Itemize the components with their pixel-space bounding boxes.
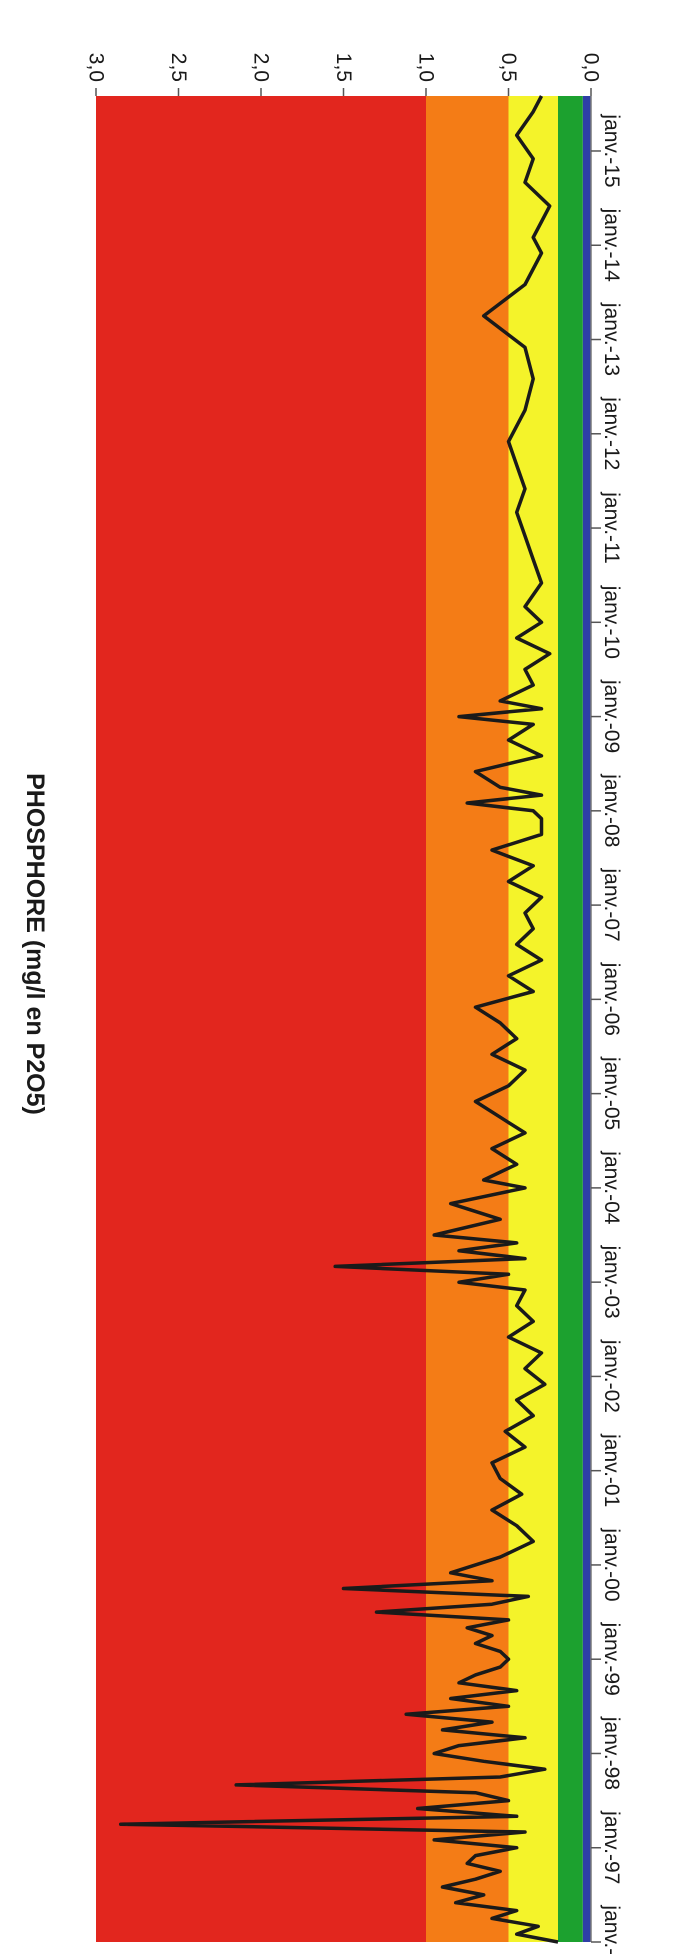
x-tick-label-wrap: janv.-98 (600, 1716, 623, 1790)
y-tick-label: 3,0 (85, 53, 108, 82)
x-tick-label-wrap: janv.-02 (600, 1339, 623, 1413)
x-tick-label: janv.-06 (600, 962, 623, 1036)
x-tick-label-wrap: janv.-11 (600, 491, 623, 564)
quality-band-0 (582, 96, 591, 1942)
series-line-group (118, 95, 559, 1944)
x-tick-label: janv.-99 (600, 1622, 623, 1696)
x-tick-label-wrap: janv.-04 (600, 1150, 623, 1224)
x-tick-label-wrap: janv.-10 (600, 585, 623, 659)
quality-band-3 (96, 96, 426, 1942)
x-tick-label: janv.-13 (600, 302, 623, 376)
x-tick-label: janv.-00 (600, 1527, 623, 1601)
y-tick-label-wrap: 1,0 (415, 53, 438, 82)
x-tick-label-wrap: janv.-13 (600, 302, 623, 376)
x-tick-label: janv.-98 (600, 1716, 623, 1790)
y-axis-ticks: 0,0 0,5 1,0 1,5 2,0 2,5 3,0 (85, 53, 603, 96)
x-tick-label: janv.-05 (600, 1056, 623, 1130)
x-tick-label-wrap: janv.-00 (600, 1527, 623, 1601)
x-tick-label: janv.-15 (600, 113, 623, 187)
x-tick-label: janv.-14 (600, 208, 623, 282)
x-tick-label: janv.-11 (600, 491, 623, 564)
x-tick-label-wrap: janv.-07 (600, 868, 623, 942)
y-tick-label: 0,0 (580, 53, 603, 82)
x-tick-label-wrap: janv.-01 (600, 1433, 623, 1507)
series-line (118, 95, 559, 1944)
x-tick-label-wrap: janv.-06 (600, 962, 623, 1036)
x-tick-label: janv.-97 (600, 1810, 623, 1884)
quality-band-2 (508, 96, 558, 1942)
x-tick-label-wrap: janv.-08 (600, 773, 623, 847)
x-tick-label: janv.-02 (600, 1339, 623, 1413)
x-tick-label: janv.-03 (600, 1245, 623, 1319)
x-tick-label: janv.-07 (600, 868, 623, 942)
x-tick-label: janv.-12 (600, 396, 623, 470)
x-tick-label-wrap: janv.-96 (600, 1904, 623, 1954)
y-tick-label: 1,5 (332, 53, 355, 82)
x-tick-label: janv.-08 (600, 773, 623, 847)
x-tick-label-wrap: janv.-09 (600, 679, 623, 753)
x-tick-label: janv.-01 (600, 1433, 623, 1507)
x-axis-ticks: janv.-96 janv.-97 janv.-98 janv.-99 janv.-00… (591, 113, 623, 1954)
y-tick-label-wrap: 2,0 (250, 53, 273, 82)
x-tick-label-wrap: janv.-97 (600, 1810, 623, 1884)
quality-bands (96, 96, 591, 1942)
x-tick-label-wrap: janv.-03 (600, 1245, 623, 1319)
y-axis-label: PHOSPHORE (mg/l en P2O5) (21, 773, 49, 1115)
y-tick-label: 1,0 (415, 53, 438, 82)
x-tick-label-wrap: janv.-05 (600, 1056, 623, 1130)
x-tick-label: janv.-04 (600, 1150, 623, 1224)
quality-band-1 (558, 96, 583, 1942)
x-tick-label-wrap: janv.-99 (600, 1622, 623, 1696)
x-tick-label: janv.-09 (600, 679, 623, 753)
y-tick-label-wrap: 0,0 (580, 53, 603, 82)
x-tick-label-wrap: janv.-14 (600, 208, 623, 282)
x-tick-label-wrap: janv.-15 (600, 113, 623, 187)
y-tick-label-wrap: 3,0 (85, 53, 108, 82)
y-tick-label: 2,5 (167, 53, 190, 82)
y-tick-label: 2,0 (250, 53, 273, 82)
y-tick-label: 0,5 (497, 53, 520, 82)
y-tick-label-wrap: 0,5 (497, 53, 520, 82)
y-tick-label-wrap: 1,5 (332, 53, 355, 82)
x-tick-label: janv.-10 (600, 585, 623, 659)
y-tick-label-wrap: 2,5 (167, 53, 190, 82)
x-tick-label-wrap: janv.-12 (600, 396, 623, 470)
x-tick-label: janv.-96 (600, 1904, 623, 1954)
